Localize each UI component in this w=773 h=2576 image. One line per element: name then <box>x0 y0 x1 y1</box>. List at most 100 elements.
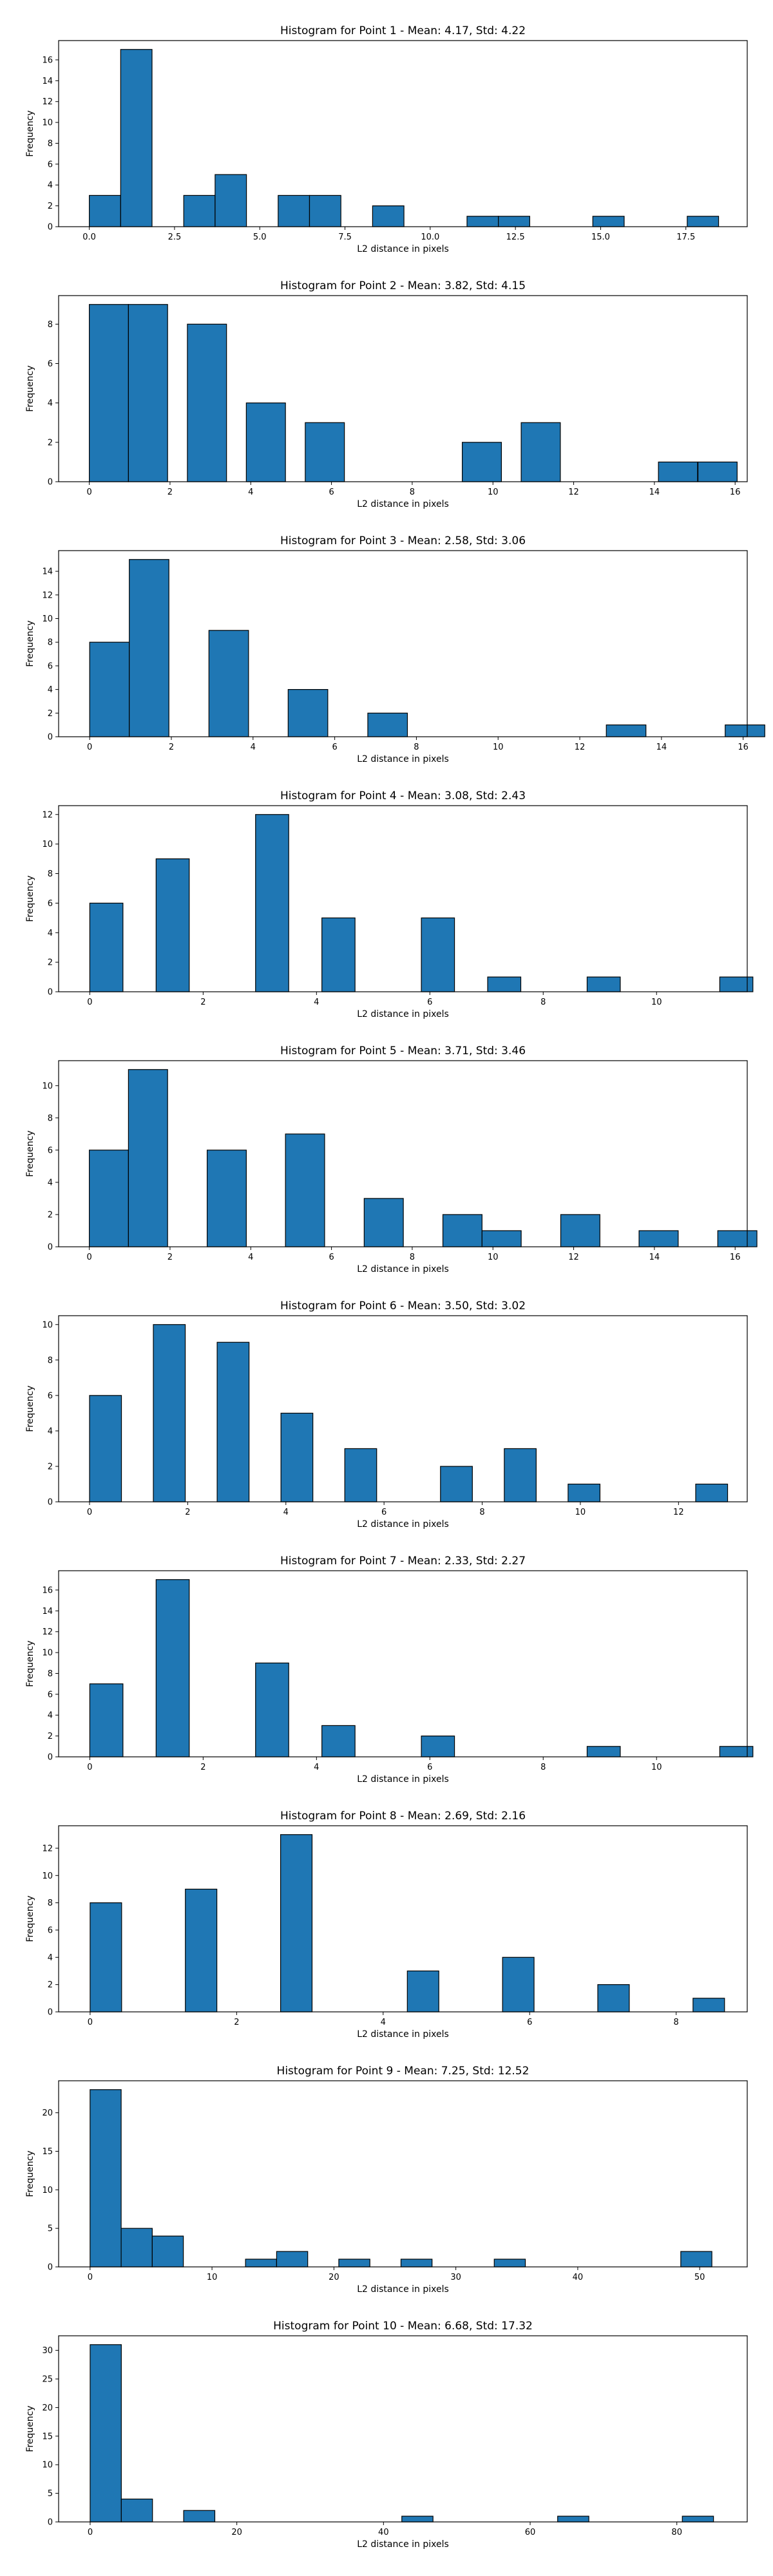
histogram-bar <box>280 1834 313 2012</box>
chart-title: Histogram for Point 9 - Mean: 7.25, Std:… <box>277 2065 530 2078</box>
histogram-bar <box>120 2228 153 2268</box>
histogram-bar <box>606 724 647 737</box>
y-tick-label: 2 <box>48 1732 53 1741</box>
x-tick-label: 6 <box>329 1253 334 1262</box>
histogram-bar <box>692 1998 725 2012</box>
histogram-bar <box>421 917 455 992</box>
y-tick-label: 6 <box>48 359 53 369</box>
bars <box>90 2344 714 2523</box>
histogram-bar <box>442 1214 482 1247</box>
y-tick-label: 20 <box>42 2108 53 2118</box>
histogram-bar <box>504 1448 537 1502</box>
y-tick-label: 10 <box>42 1081 53 1091</box>
histogram-bar <box>372 205 405 227</box>
y-tick-label: 8 <box>48 139 53 149</box>
x-tick-label: 8 <box>540 998 546 1007</box>
x-tick-label: 2 <box>167 1253 173 1262</box>
x-tick-label: 0 <box>87 1763 92 1772</box>
histogram-bar <box>687 216 720 227</box>
y-tick-label: 4 <box>48 929 53 938</box>
y-tick-label: 4 <box>48 685 53 695</box>
x-tick-label: 10 <box>488 1253 499 1262</box>
x-axis-label: L2 distance in pixels <box>357 1009 449 1019</box>
histogram-bar <box>462 442 502 482</box>
histogram-bar <box>89 194 121 227</box>
chart-title: Histogram for Point 3 - Mean: 2.58, Std:… <box>280 535 526 547</box>
histogram-svg: Histogram for Point 9 - Mean: 7.25, Std:… <box>25 2065 748 2295</box>
y-tick-label: 6 <box>48 160 53 169</box>
x-tick-label: 0.0 <box>82 232 96 242</box>
histogram-bar <box>502 1956 535 2012</box>
histogram-bar <box>557 2515 589 2523</box>
histogram-bar <box>592 216 625 227</box>
x-axis-label: L2 distance in pixels <box>357 2029 449 2040</box>
y-axis-label: Frequency <box>25 1640 35 1687</box>
y-tick-label: 10 <box>42 1871 53 1881</box>
x-tick-label: 2 <box>200 998 205 1007</box>
y-tick-label: 6 <box>48 1391 53 1401</box>
histogram-svg: Histogram for Point 8 - Mean: 2.69, Std:… <box>25 1810 748 2040</box>
x-tick-label: 12 <box>575 743 586 752</box>
histogram-bar <box>90 1902 122 2012</box>
chart-title: Histogram for Point 2 - Mean: 3.82, Std:… <box>280 279 526 292</box>
axes-frame <box>58 1060 748 1247</box>
x-tick-label: 6 <box>381 1508 386 1517</box>
y-tick-label: 16 <box>42 1586 53 1595</box>
bars <box>89 304 738 482</box>
x-tick-label: 8 <box>410 488 415 497</box>
histogram-bar <box>658 461 698 482</box>
x-tick-label: 40 <box>378 2528 389 2537</box>
histogram-bar <box>120 49 153 227</box>
y-tick-label: 0 <box>48 1243 53 1253</box>
chart-title: Histogram for Point 5 - Mean: 3.71, Std:… <box>280 1045 526 1057</box>
x-tick-label: 4 <box>314 998 319 1007</box>
histogram-bar <box>481 1230 522 1247</box>
bars <box>89 814 754 992</box>
x-tick-label: 8 <box>674 2018 679 2027</box>
x-tick-label: 60 <box>525 2528 536 2537</box>
histogram-bar <box>695 1483 729 1502</box>
histogram-bar <box>338 2259 370 2268</box>
y-tick-label: 10 <box>42 1320 53 1330</box>
y-tick-label: 20 <box>42 2403 53 2413</box>
y-axis-label: Frequency <box>25 2150 35 2197</box>
histogram-bar <box>586 976 621 992</box>
axes-frame <box>58 2335 748 2523</box>
histogram-bar <box>89 1150 129 1247</box>
histogram-point-6: Histogram for Point 6 - Mean: 3.50, Std:… <box>0 1275 773 1530</box>
y-tick-label: 2 <box>48 1980 53 1990</box>
x-tick-label: 4 <box>248 488 253 497</box>
x-tick-label: 16 <box>730 1253 741 1262</box>
histogram-bar <box>309 194 341 227</box>
axes-frame <box>58 2080 748 2268</box>
y-tick-label: 8 <box>48 638 53 648</box>
x-axis-label: L2 distance in pixels <box>357 754 449 764</box>
y-tick-label: 0 <box>48 988 53 998</box>
histogram-point-7: Histogram for Point 7 - Mean: 2.33, Std:… <box>0 1530 773 1785</box>
histogram-bar <box>321 917 356 992</box>
x-axis-label: L2 distance in pixels <box>357 2284 449 2295</box>
histogram-bar <box>367 712 408 737</box>
y-tick-label: 8 <box>48 1669 53 1679</box>
x-tick-label: 4 <box>251 743 256 752</box>
x-tick-label: 0 <box>86 1253 91 1262</box>
axes-frame <box>58 295 748 482</box>
x-tick-label: 10 <box>493 743 504 752</box>
histogram-bar <box>406 1970 439 2012</box>
histogram-bar <box>151 2235 184 2268</box>
y-axis-label: Frequency <box>25 1385 35 1432</box>
histogram-bar <box>276 2251 309 2268</box>
x-tick-label: 2.5 <box>168 232 182 242</box>
histogram-bar <box>187 323 227 482</box>
x-tick-label: 0 <box>88 2273 93 2282</box>
histogram-bar <box>498 216 530 227</box>
bars <box>89 1324 729 1502</box>
y-tick-label: 16 <box>42 55 53 65</box>
histogram-bar <box>520 422 561 482</box>
histogram-bar <box>697 461 738 482</box>
y-tick-label: 0 <box>48 1753 53 1763</box>
bars <box>89 1579 754 1757</box>
chart-title: Histogram for Point 1 - Mean: 4.17, Std:… <box>280 24 526 37</box>
histogram-bar <box>280 1412 314 1502</box>
y-axis-label: Frequency <box>25 875 35 922</box>
